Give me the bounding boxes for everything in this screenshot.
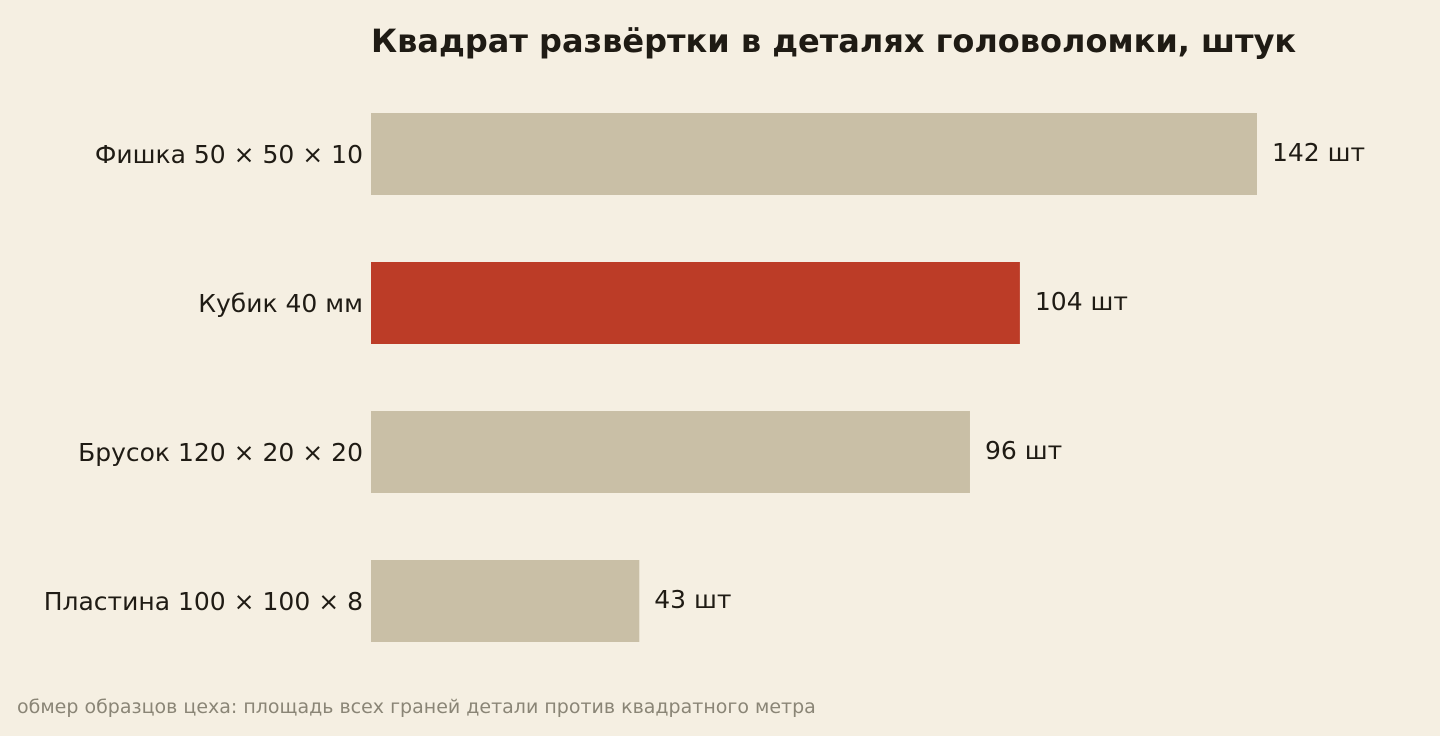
footnote: обмер образцов цеха: площадь всех граней…: [17, 696, 816, 718]
bar-0: [371, 113, 1257, 195]
category-label-0: Фишка 50 × 50 × 10: [95, 140, 363, 169]
bar-1: [371, 262, 1020, 344]
chart-title: Квадрат развёртки в деталях головоломки,…: [371, 22, 1296, 60]
value-label-0: 142 шт: [1272, 138, 1365, 167]
value-label-1: 104 шт: [1035, 287, 1128, 316]
bar-2: [371, 411, 970, 493]
category-label-1: Кубик 40 мм: [198, 289, 363, 318]
bars-group: Фишка 50 × 50 × 10 142 шт Кубик 40 мм 104 ш…: [44, 113, 1365, 642]
value-label-3: 43 шт: [654, 585, 731, 614]
category-label-3: Пластина 100 × 100 × 8: [44, 587, 363, 616]
bar-3: [371, 560, 640, 642]
category-label-2: Брусок 120 × 20 × 20: [78, 438, 363, 467]
value-label-2: 96 шт: [985, 436, 1062, 465]
